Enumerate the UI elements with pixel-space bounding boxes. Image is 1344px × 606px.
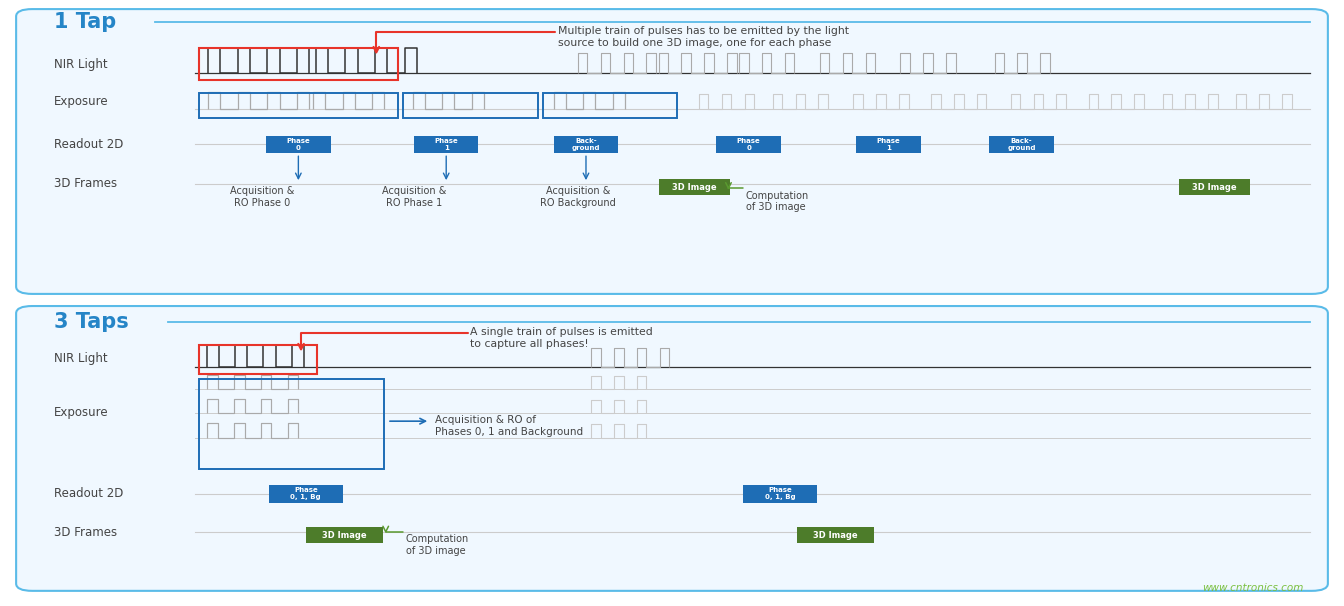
Bar — [199, 345, 317, 374]
Text: Phase
0: Phase 0 — [737, 138, 761, 151]
Bar — [659, 179, 730, 195]
Text: Acquisition &
RO Phase 0: Acquisition & RO Phase 0 — [230, 186, 294, 208]
Text: NIR Light: NIR Light — [54, 58, 108, 72]
Bar — [989, 136, 1054, 153]
Bar — [743, 485, 817, 503]
Bar — [1179, 179, 1250, 195]
Text: Phase
0, 1, Bg: Phase 0, 1, Bg — [290, 487, 321, 501]
Text: 3D Image: 3D Image — [672, 183, 716, 191]
Text: Phase
0: Phase 0 — [286, 138, 310, 151]
Text: Exposure: Exposure — [54, 405, 109, 419]
Text: Acquisition & RO of
Phases 0, 1 and Background: Acquisition & RO of Phases 0, 1 and Back… — [435, 415, 583, 437]
Text: www.cntronics.com: www.cntronics.com — [1203, 583, 1304, 593]
Bar — [856, 136, 921, 153]
FancyBboxPatch shape — [16, 9, 1328, 294]
Text: 3D Image: 3D Image — [1192, 183, 1236, 191]
Text: Phase
1: Phase 1 — [434, 138, 458, 151]
Text: Computation
of 3D image: Computation of 3D image — [746, 191, 809, 213]
Bar — [269, 485, 343, 503]
Bar — [797, 527, 874, 543]
Bar — [543, 93, 677, 118]
Text: 3D Image: 3D Image — [813, 531, 857, 539]
Bar — [716, 136, 781, 153]
Text: Multiple train of pulses has to be emitted by the light
source to build one 3D i: Multiple train of pulses has to be emitt… — [558, 26, 849, 48]
Text: Back-
ground: Back- ground — [1007, 138, 1036, 151]
Bar — [199, 93, 398, 118]
Text: 3 Taps: 3 Taps — [54, 312, 129, 333]
Text: Readout 2D: Readout 2D — [54, 138, 124, 151]
Bar — [266, 136, 331, 153]
FancyBboxPatch shape — [16, 306, 1328, 591]
Bar — [414, 136, 478, 153]
Text: Phase
1: Phase 1 — [876, 138, 900, 151]
Text: NIR Light: NIR Light — [54, 352, 108, 365]
Text: 3D Frames: 3D Frames — [54, 177, 117, 190]
Text: 1 Tap: 1 Tap — [54, 12, 116, 33]
Text: Phase
0, 1, Bg: Phase 0, 1, Bg — [765, 487, 796, 501]
Text: Acquisition &
RO Background: Acquisition & RO Background — [540, 186, 616, 208]
Text: Back-
ground: Back- ground — [571, 138, 601, 151]
Text: 3D Frames: 3D Frames — [54, 525, 117, 539]
Text: Computation
of 3D image: Computation of 3D image — [406, 534, 469, 556]
Bar — [199, 48, 398, 80]
Text: Acquisition &
RO Phase 1: Acquisition & RO Phase 1 — [382, 186, 446, 208]
Bar — [199, 379, 384, 469]
Bar — [403, 93, 538, 118]
Text: Readout 2D: Readout 2D — [54, 487, 124, 501]
Bar — [554, 136, 618, 153]
Text: Exposure: Exposure — [54, 95, 109, 108]
Bar — [306, 527, 383, 543]
Text: A single train of pulses is emitted
to capture all phases!: A single train of pulses is emitted to c… — [470, 327, 653, 349]
Text: 3D Image: 3D Image — [323, 531, 367, 539]
